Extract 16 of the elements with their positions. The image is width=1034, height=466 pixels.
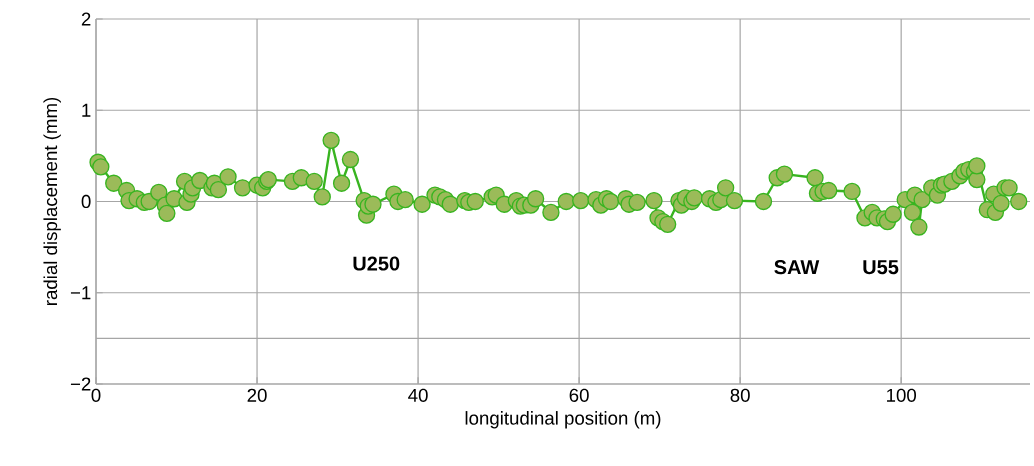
x-tick-label: 100	[887, 388, 917, 402]
annotation: SAW	[774, 260, 820, 275]
x-tick-label: 60	[569, 388, 589, 402]
y-tick-label: −2	[70, 377, 91, 391]
annotation: U55	[863, 260, 899, 275]
x-tick-label: 0	[91, 388, 101, 402]
y-tick-label: 2	[81, 12, 91, 26]
x-axis-title: longitudinal position (m)	[465, 411, 661, 429]
y-tick-label: 1	[82, 103, 91, 117]
x-tick-label: 80	[730, 388, 750, 402]
y-axis-title: radial displacement (mm)	[43, 97, 61, 306]
annotation: U250	[353, 256, 400, 271]
y-tick-label: −1	[70, 286, 91, 300]
y-tick-label: 0	[81, 194, 91, 209]
x-tick-label: 40	[408, 388, 428, 402]
x-tick-label: 20	[247, 388, 267, 402]
